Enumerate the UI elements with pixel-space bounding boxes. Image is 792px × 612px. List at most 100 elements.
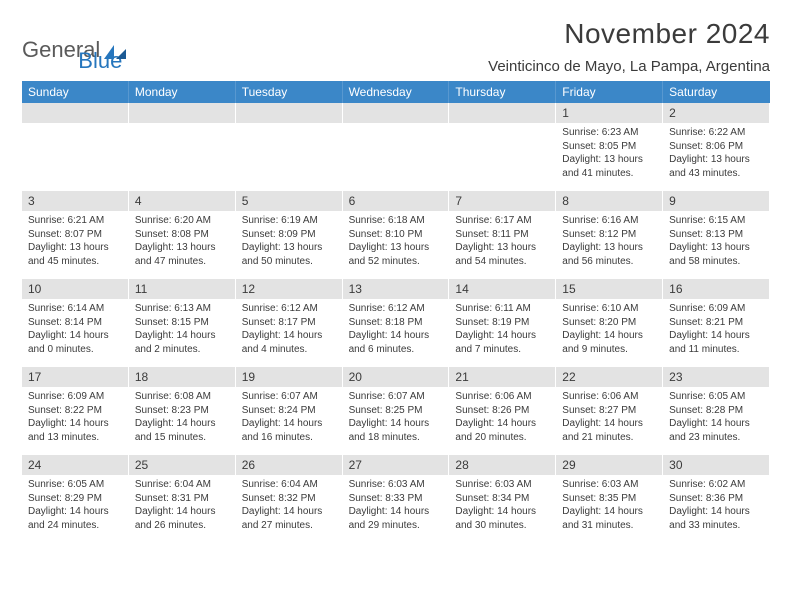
weeks-container: 1 Sunrise: 6:23 AMSunset: 8:05 PM Daylight…: [22, 103, 770, 543]
daylight-text: Daylight: 14 hours and 24 minutes.: [28, 505, 122, 532]
sunset-text: Sunset: 8:13 PM: [669, 228, 763, 242]
sunrise-text: Sunrise: 6:02 AM: [669, 478, 763, 492]
day-cell: 1Sunrise: 6:23 AMSunset: 8:05 PMDaylight…: [556, 103, 663, 191]
day-cell: 10Sunrise: 6:14 AMSunset: 8:14 PMDayligh…: [22, 279, 129, 367]
sunset-text: Sunset: 8:19 PM: [455, 316, 549, 330]
weekday-cell: Wednesday: [343, 81, 450, 103]
day-number: [449, 103, 555, 123]
day-number: 1: [556, 103, 662, 123]
sunset-text: Sunset: 8:12 PM: [562, 228, 656, 242]
day-number: [129, 103, 235, 123]
day-body: Sunrise: 6:22 AMSunset: 8:06 PMDaylight:…: [663, 123, 769, 184]
day-cell: 17Sunrise: 6:09 AMSunset: 8:22 PMDayligh…: [22, 367, 129, 455]
day-body: Sunrise: 6:05 AMSunset: 8:29 PMDaylight:…: [22, 475, 128, 536]
daylight-text: Daylight: 14 hours and 7 minutes.: [455, 329, 549, 356]
day-body: Sunrise: 6:02 AMSunset: 8:36 PMDaylight:…: [663, 475, 769, 536]
daylight-text: Daylight: 14 hours and 2 minutes.: [135, 329, 229, 356]
sunset-text: Sunset: 8:23 PM: [135, 404, 229, 418]
daylight-text: Daylight: 14 hours and 27 minutes.: [242, 505, 336, 532]
sunset-text: Sunset: 8:24 PM: [242, 404, 336, 418]
day-body: Sunrise: 6:08 AMSunset: 8:23 PMDaylight:…: [129, 387, 235, 448]
day-body: Sunrise: 6:11 AMSunset: 8:19 PMDaylight:…: [449, 299, 555, 360]
day-number: 30: [663, 455, 769, 475]
day-cell: 4Sunrise: 6:20 AMSunset: 8:08 PMDaylight…: [129, 191, 236, 279]
sunrise-text: Sunrise: 6:20 AM: [135, 214, 229, 228]
day-cell: 26Sunrise: 6:04 AMSunset: 8:32 PMDayligh…: [236, 455, 343, 543]
sunset-text: Sunset: 8:28 PM: [669, 404, 763, 418]
daylight-text: Daylight: 13 hours and 52 minutes.: [349, 241, 443, 268]
day-cell: 3Sunrise: 6:21 AMSunset: 8:07 PMDaylight…: [22, 191, 129, 279]
day-number: 8: [556, 191, 662, 211]
sunset-text: Sunset: 8:06 PM: [669, 140, 763, 154]
sunset-text: Sunset: 8:36 PM: [669, 492, 763, 506]
sunrise-text: Sunrise: 6:16 AM: [562, 214, 656, 228]
sunrise-text: Sunrise: 6:15 AM: [669, 214, 763, 228]
day-cell: 9Sunrise: 6:15 AMSunset: 8:13 PMDaylight…: [663, 191, 770, 279]
day-body: Sunrise: 6:07 AMSunset: 8:25 PMDaylight:…: [343, 387, 449, 448]
sunset-text: Sunset: 8:31 PM: [135, 492, 229, 506]
day-number: 7: [449, 191, 555, 211]
daylight-text: Daylight: 14 hours and 33 minutes.: [669, 505, 763, 532]
day-body: Sunrise: 6:06 AMSunset: 8:26 PMDaylight:…: [449, 387, 555, 448]
sunrise-text: Sunrise: 6:23 AM: [562, 126, 656, 140]
day-body: Sunrise: 6:21 AMSunset: 8:07 PMDaylight:…: [22, 211, 128, 272]
daylight-text: Daylight: 14 hours and 21 minutes.: [562, 417, 656, 444]
day-cell: 11Sunrise: 6:13 AMSunset: 8:15 PMDayligh…: [129, 279, 236, 367]
daylight-text: Daylight: 13 hours and 43 minutes.: [669, 153, 763, 180]
weekday-row: SundayMondayTuesdayWednesdayThursdayFrid…: [22, 81, 770, 103]
day-body: Sunrise: 6:14 AMSunset: 8:14 PMDaylight:…: [22, 299, 128, 360]
day-number: 19: [236, 367, 342, 387]
day-number: 6: [343, 191, 449, 211]
sunset-text: Sunset: 8:21 PM: [669, 316, 763, 330]
sunrise-text: Sunrise: 6:19 AM: [242, 214, 336, 228]
month-title: November 2024: [488, 18, 770, 50]
calendar: SundayMondayTuesdayWednesdayThursdayFrid…: [22, 81, 770, 543]
sunrise-text: Sunrise: 6:06 AM: [455, 390, 549, 404]
daylight-text: Daylight: 14 hours and 23 minutes.: [669, 417, 763, 444]
sunrise-text: Sunrise: 6:22 AM: [669, 126, 763, 140]
week-row: 3Sunrise: 6:21 AMSunset: 8:07 PMDaylight…: [22, 191, 770, 279]
day-number: 21: [449, 367, 555, 387]
day-cell: [343, 103, 450, 191]
day-number: 27: [343, 455, 449, 475]
sunrise-text: Sunrise: 6:04 AM: [135, 478, 229, 492]
day-body: Sunrise: 6:09 AMSunset: 8:21 PMDaylight:…: [663, 299, 769, 360]
logo-sail-icon: [102, 41, 128, 59]
day-number: 13: [343, 279, 449, 299]
sunset-text: Sunset: 8:35 PM: [562, 492, 656, 506]
daylight-text: Daylight: 14 hours and 11 minutes.: [669, 329, 763, 356]
day-cell: 19Sunrise: 6:07 AMSunset: 8:24 PMDayligh…: [236, 367, 343, 455]
week-row: 1 Sunrise: 6:23 AMSunset: 8:05 PM Daylight…: [22, 103, 770, 191]
sunset-text: Sunset: 8:11 PM: [455, 228, 549, 242]
day-cell: 5Sunrise: 6:19 AMSunset: 8:09 PMDaylight…: [236, 191, 343, 279]
day-cell: 15Sunrise: 6:10 AMSunset: 8:20 PMDayligh…: [556, 279, 663, 367]
weekday-cell: Sunday: [22, 81, 129, 103]
day-body: Sunrise: 6:20 AMSunset: 8:08 PMDaylight:…: [129, 211, 235, 272]
sunrise-text: Sunrise: 6:06 AM: [562, 390, 656, 404]
weekday-cell: Thursday: [449, 81, 556, 103]
sunset-text: Sunset: 8:08 PM: [135, 228, 229, 242]
sunset-text: Sunset: 8:05 PM: [562, 140, 656, 154]
day-body: Sunrise: 6:06 AMSunset: 8:27 PMDaylight:…: [556, 387, 662, 448]
daylight-text: Daylight: 13 hours and 58 minutes.: [669, 241, 763, 268]
sunset-text: Sunset: 8:18 PM: [349, 316, 443, 330]
daylight-text: Daylight: 14 hours and 6 minutes.: [349, 329, 443, 356]
week-row: 24Sunrise: 6:05 AMSunset: 8:29 PMDayligh…: [22, 455, 770, 543]
day-body: Sunrise: 6:15 AMSunset: 8:13 PMDaylight:…: [663, 211, 769, 272]
sunset-text: Sunset: 8:26 PM: [455, 404, 549, 418]
day-number: 14: [449, 279, 555, 299]
day-body: Sunrise: 6:12 AMSunset: 8:17 PMDaylight:…: [236, 299, 342, 360]
day-cell: 30Sunrise: 6:02 AMSunset: 8:36 PMDayligh…: [663, 455, 770, 543]
day-number: 20: [343, 367, 449, 387]
day-cell: 14Sunrise: 6:11 AMSunset: 8:19 PMDayligh…: [449, 279, 556, 367]
day-number: 12: [236, 279, 342, 299]
day-cell: 18Sunrise: 6:08 AMSunset: 8:23 PMDayligh…: [129, 367, 236, 455]
day-number: 28: [449, 455, 555, 475]
day-cell: 23Sunrise: 6:05 AMSunset: 8:28 PMDayligh…: [663, 367, 770, 455]
day-cell: 29Sunrise: 6:03 AMSunset: 8:35 PMDayligh…: [556, 455, 663, 543]
day-number: 25: [129, 455, 235, 475]
day-number: 17: [22, 367, 128, 387]
sunrise-text: Sunrise: 6:14 AM: [28, 302, 122, 316]
sunrise-text: Sunrise: 6:12 AM: [349, 302, 443, 316]
day-body: Sunrise: 6:13 AMSunset: 8:15 PMDaylight:…: [129, 299, 235, 360]
